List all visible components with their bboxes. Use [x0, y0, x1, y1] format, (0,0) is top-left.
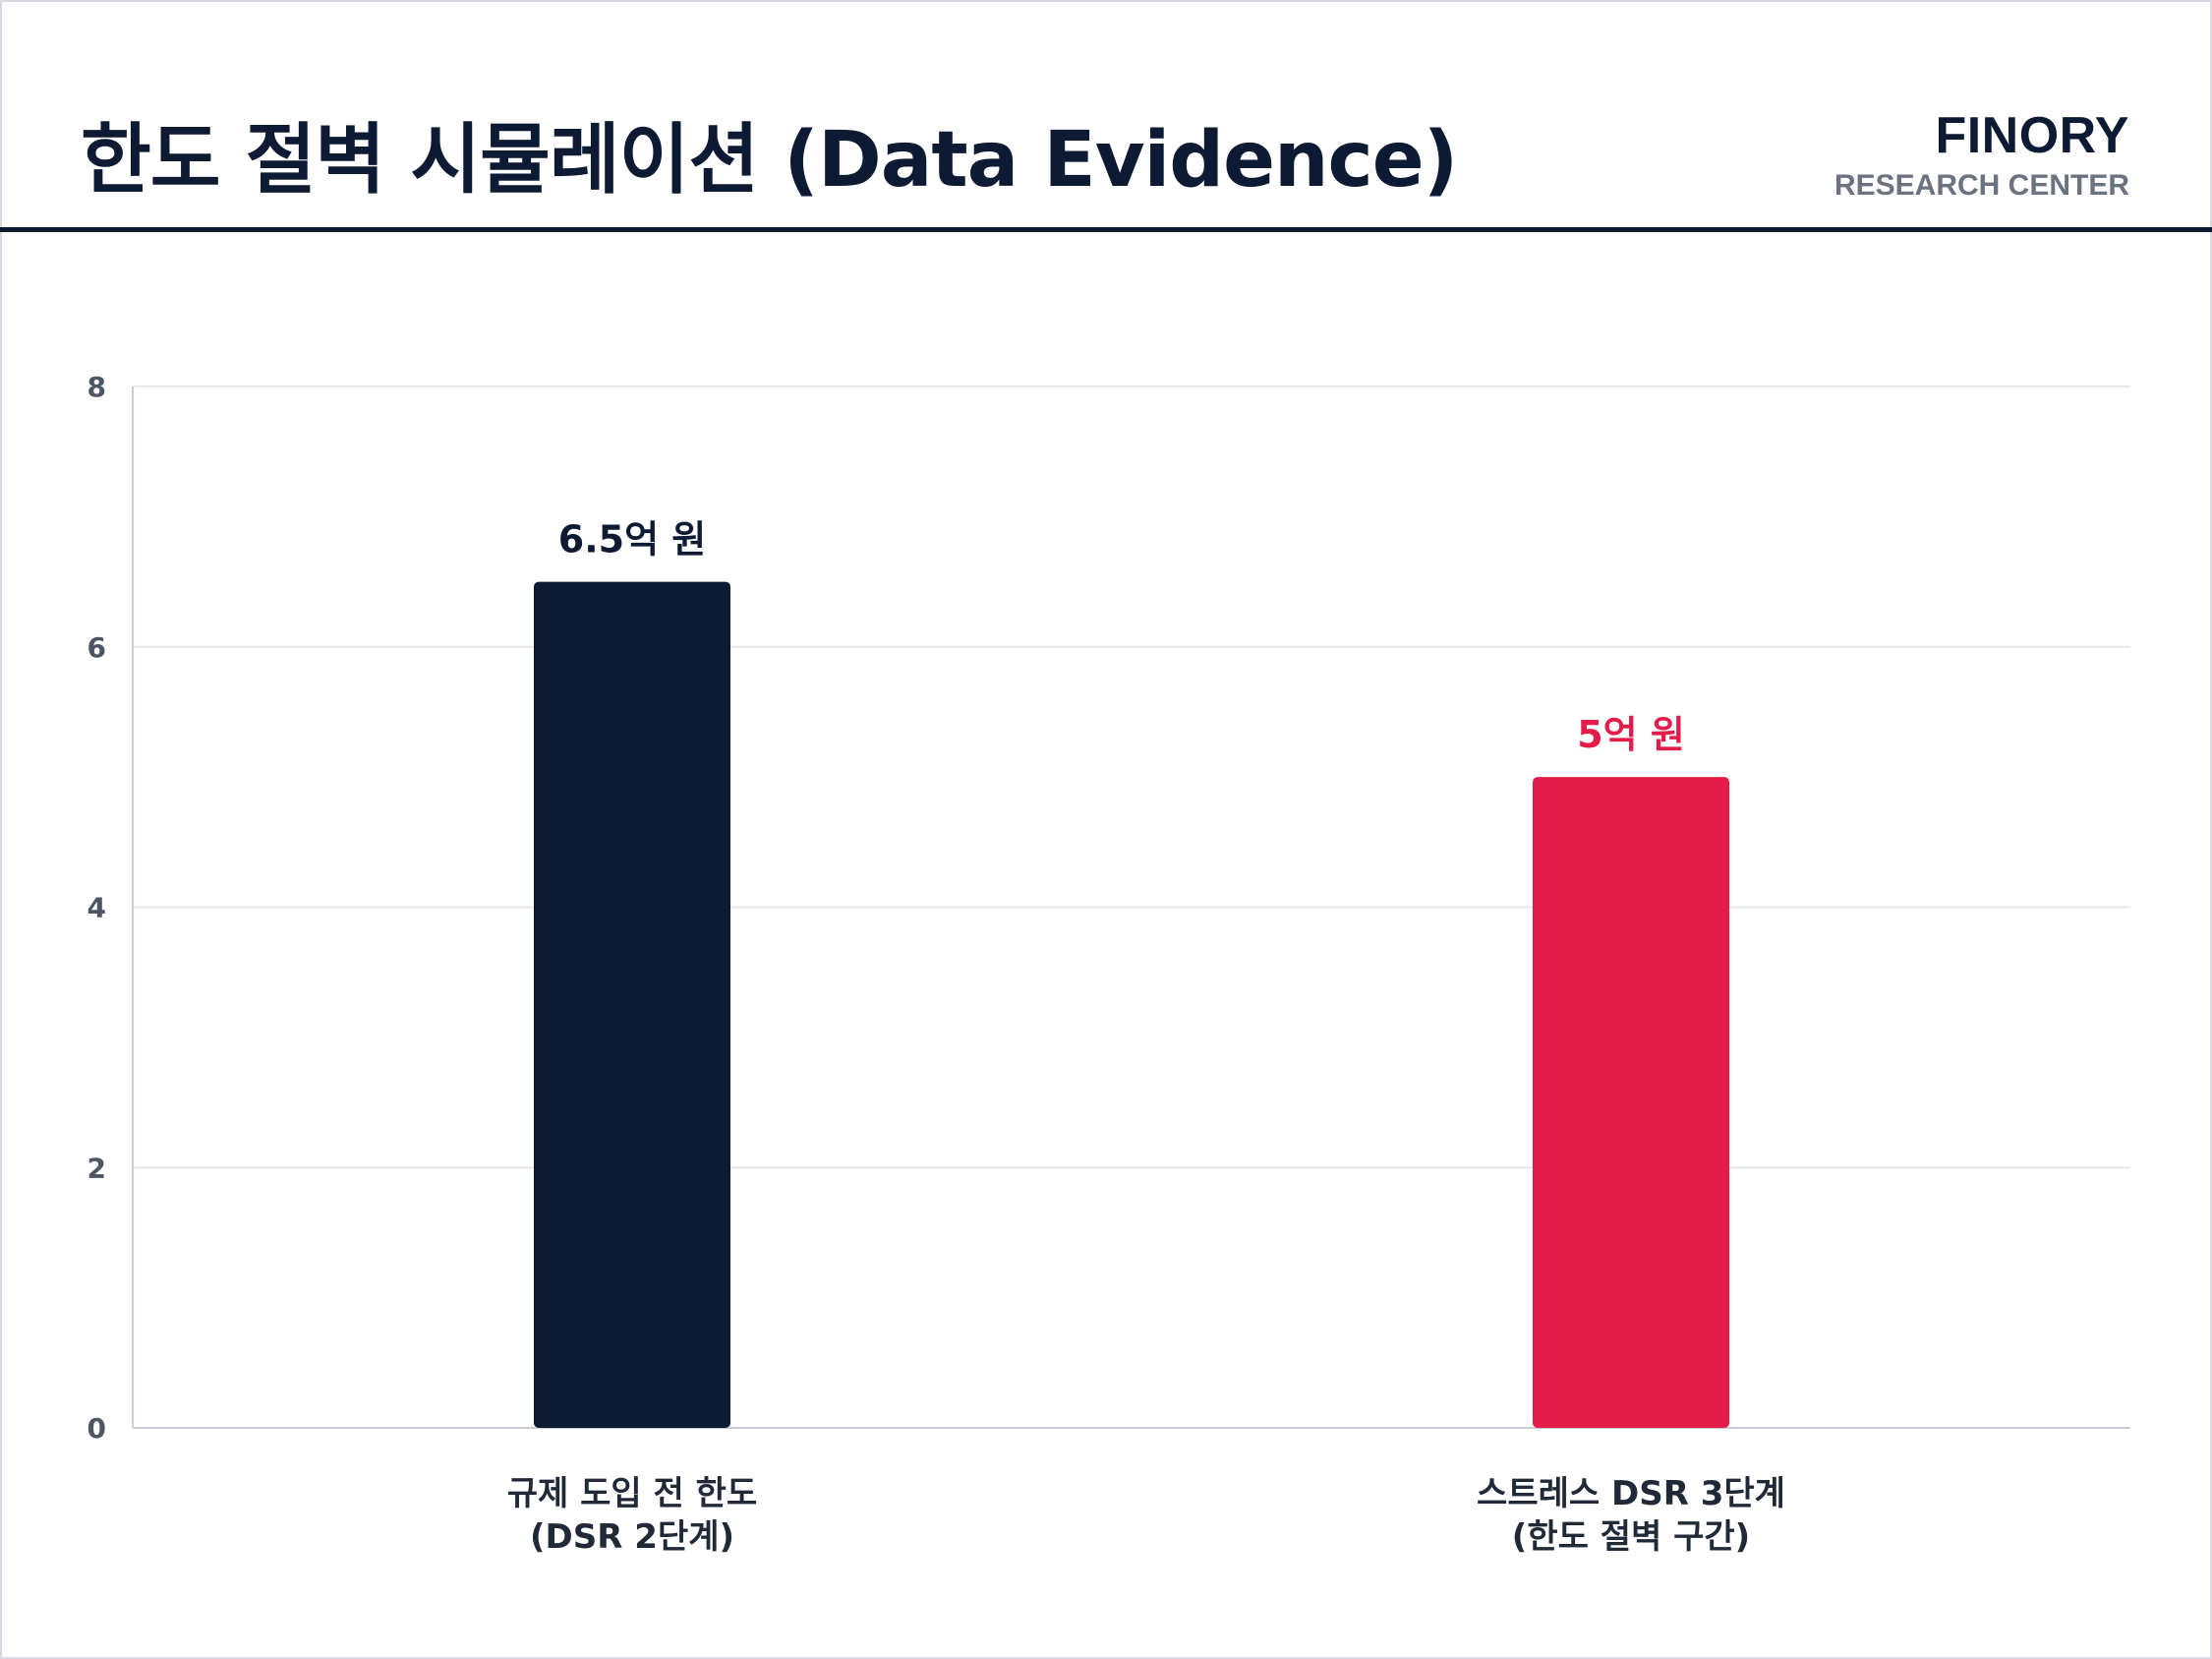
- data-label-0: 6.5억 원: [558, 518, 706, 562]
- slide-header: 한도 절벽 시뮬레이션 (Data Evidence) FINORY RESEA…: [0, 0, 2212, 233]
- data-label-1: 5억 원: [1577, 713, 1685, 756]
- y-tick-label-2: 4: [87, 892, 106, 924]
- bar-0: [534, 581, 730, 1428]
- x-tick-label-1-line-1: (한도 절벽 구간): [1512, 1517, 1750, 1557]
- page-title: 한도 절벽 시뮬레이션 (Data Evidence): [81, 116, 1458, 205]
- header-divider: [0, 227, 2212, 232]
- brand-subtitle: RESEARCH CENTER: [1834, 169, 2129, 202]
- y-tick-label-3: 6: [87, 631, 106, 664]
- y-tick-label-4: 8: [87, 371, 106, 403]
- x-tick-label-1-line-0: 스트레스 DSR 3단계: [1477, 1474, 1785, 1513]
- x-tick-label-0-line-0: 규제 도입 전 한도: [507, 1474, 757, 1513]
- x-tick-label-0-line-1: (DSR 2단계): [530, 1517, 734, 1557]
- y-tick-label-0: 0: [87, 1412, 106, 1445]
- brand-name: FINORY: [1935, 107, 2129, 164]
- brand-block: FINORY RESEARCH CENTER: [1834, 110, 2129, 201]
- bar-1: [1533, 777, 1729, 1428]
- y-tick-label-1: 2: [87, 1152, 106, 1184]
